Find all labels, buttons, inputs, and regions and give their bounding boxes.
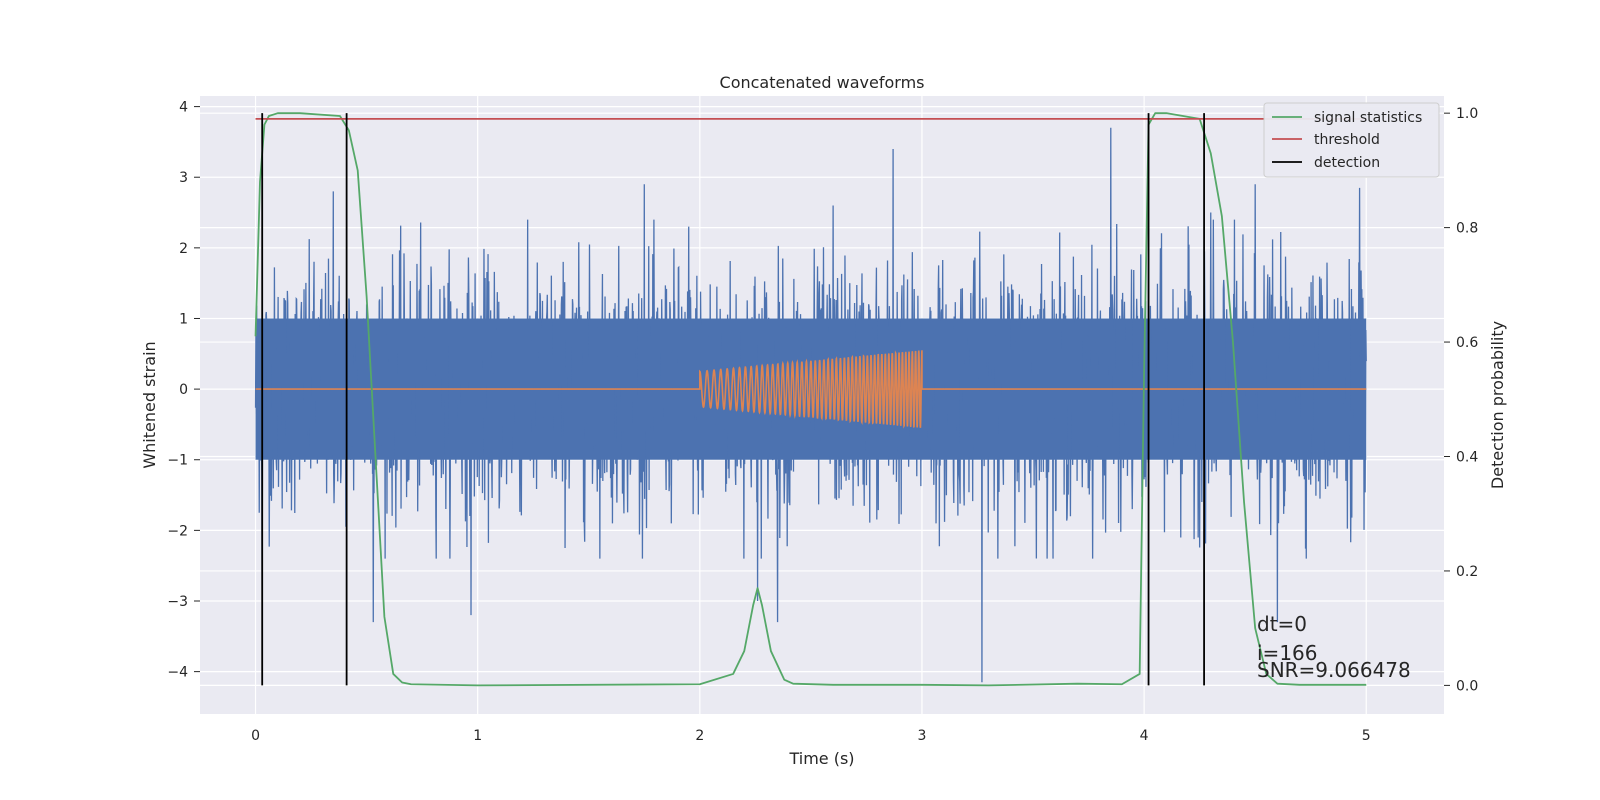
- y-tick-label: −1: [167, 453, 188, 469]
- y2-axis-label: Detection probability: [1488, 321, 1507, 489]
- chart-title: Concatenated waveforms: [720, 73, 925, 92]
- legend-label-detection: detection: [1314, 155, 1380, 171]
- signal-statistics-line: [254, 112, 1367, 687]
- y-tick-label: 2: [179, 241, 188, 257]
- x-axis-label: Time (s): [788, 749, 854, 768]
- signal-statistics-series: [254, 112, 1367, 687]
- y-axis-label: Whitened strain: [140, 341, 159, 468]
- y2-tick-label: 1.0: [1456, 106, 1478, 122]
- x-tick-label: 1: [473, 728, 482, 744]
- y-tick-label: 4: [179, 100, 188, 116]
- y-tick-label: −4: [167, 665, 188, 681]
- chirp-line: [255, 350, 1367, 429]
- legend-label-threshold: threshold: [1314, 132, 1380, 148]
- y-tick-label: 3: [179, 170, 188, 186]
- y-tick-label: 0: [179, 382, 188, 398]
- chirp-series: [255, 350, 1367, 429]
- y2-tick-label: 0.8: [1456, 221, 1478, 237]
- annotation-dt: dt=0: [1257, 612, 1307, 636]
- y2-tick-label: 0.2: [1456, 564, 1478, 580]
- noise-line: [254, 127, 1367, 683]
- x-tick-label: 3: [918, 728, 927, 744]
- y2-tick-label: 0.6: [1456, 335, 1478, 351]
- annotation-index: i=166: [1257, 641, 1318, 665]
- y-tick-label: −2: [167, 523, 188, 539]
- y-tick-label: −3: [167, 594, 188, 610]
- detection-lines: [261, 113, 1205, 686]
- legend-box: [1263, 102, 1440, 178]
- x-tick-label: 0: [251, 728, 260, 744]
- x-tick-label: 2: [695, 728, 704, 744]
- axis-ticks: 0 1 2 3 4 5 4 3 2 1 0 −1 −2 −3 −4 1.0 0.8 0.6 0.4 0.2 0.0: [167, 100, 1478, 744]
- legend: signal statistics threshold detection: [1263, 102, 1440, 178]
- y2-tick-label: 0.4: [1456, 450, 1478, 466]
- y2-tick-label: 0.0: [1456, 678, 1478, 694]
- annotation-snr: SNR=9.066478: [1257, 658, 1411, 682]
- x-tick-label: 4: [1140, 728, 1149, 744]
- y-tick-label: 1: [179, 311, 188, 327]
- x-tick-label: 5: [1362, 728, 1371, 744]
- legend-label-signal-statistics: signal statistics: [1314, 110, 1422, 126]
